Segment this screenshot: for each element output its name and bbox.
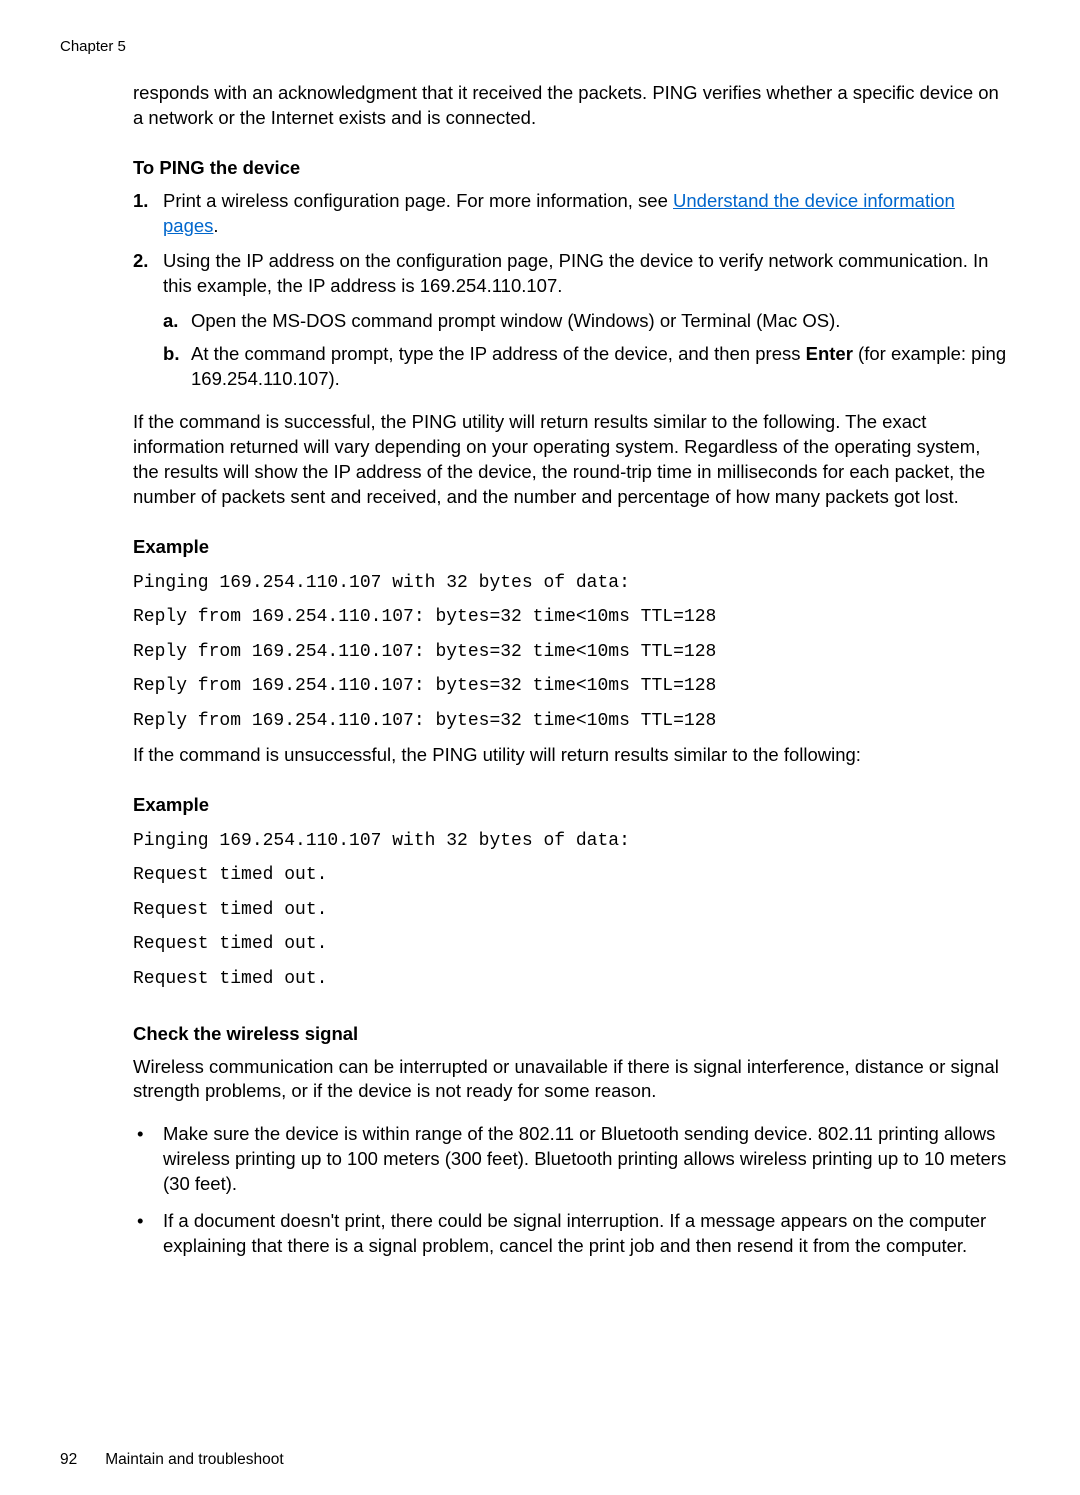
substep-marker: a. xyxy=(163,309,191,334)
page-footer: 92 Maintain and troubleshoot xyxy=(60,1451,284,1469)
wireless-paragraph: Wireless communication can be interrupte… xyxy=(133,1055,1010,1105)
intro-paragraph: responds with an acknowledgment that it … xyxy=(133,81,1010,131)
list-item: • If a document doesn't print, there cou… xyxy=(133,1209,1010,1259)
heading-example-1: Example xyxy=(133,536,1010,558)
code-line: Pinging 169.254.110.107 with 32 bytes of… xyxy=(133,826,1010,857)
substep-text: At the command prompt, type the IP addre… xyxy=(191,342,1010,392)
code-line: Pinging 169.254.110.107 with 32 bytes of… xyxy=(133,568,1010,599)
chapter-label: Chapter 5 xyxy=(60,38,1020,55)
substep-b-pre: At the command prompt, type the IP addre… xyxy=(191,343,806,364)
code-line: Request timed out. xyxy=(133,860,1010,891)
page-content: responds with an acknowledgment that it … xyxy=(133,81,1010,1259)
ping-steps: 1. Print a wireless configuration page. … xyxy=(133,189,1010,400)
substep-a: a. Open the MS-DOS command prompt window… xyxy=(163,309,1010,334)
code-line: Request timed out. xyxy=(133,929,1010,960)
step-2: 2. Using the IP address on the configura… xyxy=(133,249,1010,400)
bullet-icon: • xyxy=(133,1122,163,1197)
code-line: Reply from 169.254.110.107: bytes=32 tim… xyxy=(133,637,1010,668)
code-line: Reply from 169.254.110.107: bytes=32 tim… xyxy=(133,706,1010,737)
step-text: Print a wireless configuration page. For… xyxy=(163,189,1010,239)
step1-pretext: Print a wireless configuration page. For… xyxy=(163,190,673,211)
code-line: Reply from 169.254.110.107: bytes=32 tim… xyxy=(133,602,1010,633)
step-1: 1. Print a wireless configuration page. … xyxy=(133,189,1010,239)
substep-b-bold: Enter xyxy=(806,343,853,364)
bullet-text: Make sure the device is within range of … xyxy=(163,1122,1010,1197)
step-text: Using the IP address on the configuratio… xyxy=(163,249,1010,400)
substep-b: b. At the command prompt, type the IP ad… xyxy=(163,342,1010,392)
bullet-icon: • xyxy=(133,1209,163,1259)
footer-title: Maintain and troubleshoot xyxy=(105,1451,283,1468)
page-number: 92 xyxy=(60,1451,77,1468)
fail-paragraph: If the command is unsuccessful, the PING… xyxy=(133,743,1010,768)
code-line: Request timed out. xyxy=(133,895,1010,926)
bullet-text: If a document doesn't print, there could… xyxy=(163,1209,1010,1259)
step1-post: . xyxy=(213,215,218,236)
substeps: a. Open the MS-DOS command prompt window… xyxy=(163,309,1010,392)
code-line: Request timed out. xyxy=(133,964,1010,995)
code-line: Reply from 169.254.110.107: bytes=32 tim… xyxy=(133,671,1010,702)
substep-text: Open the MS-DOS command prompt window (W… xyxy=(191,309,1010,334)
substep-marker: b. xyxy=(163,342,191,392)
heading-ping: To PING the device xyxy=(133,157,1010,179)
step-number: 1. xyxy=(133,189,163,239)
success-paragraph: If the command is successful, the PING u… xyxy=(133,410,1010,510)
heading-wireless: Check the wireless signal xyxy=(133,1023,1010,1045)
step-number: 2. xyxy=(133,249,163,400)
list-item: • Make sure the device is within range o… xyxy=(133,1122,1010,1197)
wireless-bullets: • Make sure the device is within range o… xyxy=(133,1122,1010,1259)
step2-text: Using the IP address on the configuratio… xyxy=(163,250,988,296)
heading-example-2: Example xyxy=(133,794,1010,816)
